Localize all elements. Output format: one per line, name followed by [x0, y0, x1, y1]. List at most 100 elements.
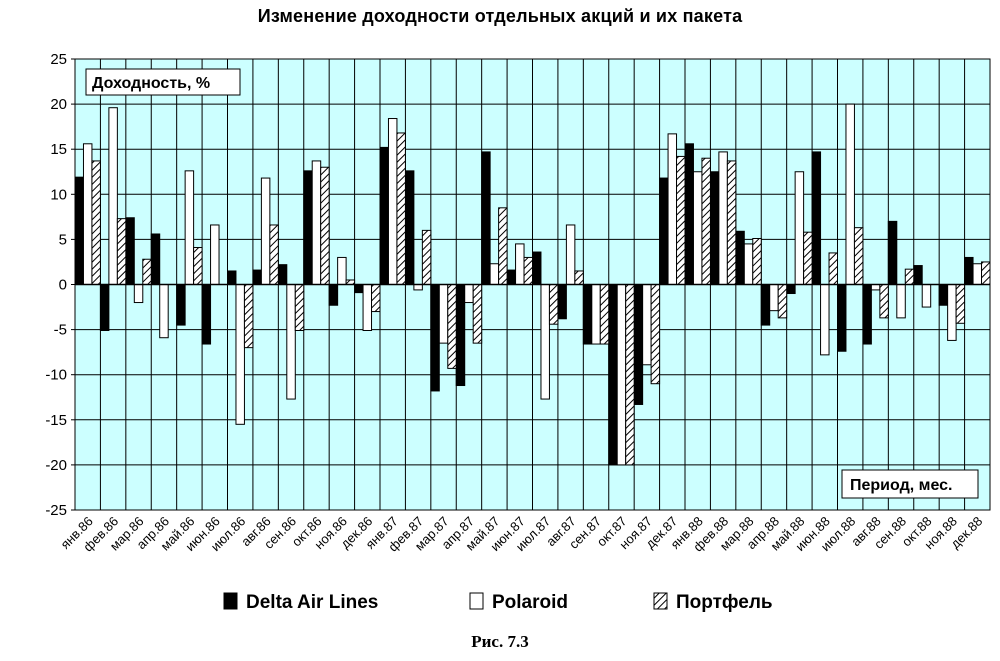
bar-hollow [642, 284, 652, 366]
bar-hatched [447, 284, 457, 369]
bar-hatched [853, 227, 864, 285]
bar-solid [684, 143, 694, 285]
y-axis-label: Доходность, % [92, 75, 210, 92]
bar-hollow [769, 284, 779, 312]
bar-solid [735, 230, 745, 285]
bar-hatched [472, 284, 483, 344]
x-axis-label-box [841, 469, 979, 499]
bar-hollow [108, 107, 118, 285]
bars [74, 103, 991, 466]
legend-label: Polaroid [492, 592, 568, 613]
bar-solid [760, 284, 771, 326]
bar-hollow [438, 284, 449, 344]
bar-solid [404, 170, 415, 286]
bar-solid [862, 284, 872, 345]
y-tick-label: 0 [59, 277, 67, 294]
bar-hatched [879, 284, 889, 319]
bar-hollow [235, 284, 245, 425]
y-tick-label: 20 [50, 96, 67, 113]
bar-hatched [371, 284, 381, 313]
bar-hollow [82, 143, 93, 285]
bar-solid [176, 284, 186, 326]
bar-hollow [464, 284, 474, 304]
bar-hollow [311, 160, 322, 285]
y-tick-label: -10 [45, 367, 67, 384]
bar-hollow [743, 243, 754, 286]
bar-hatched [320, 166, 330, 286]
bar-hatched [498, 207, 508, 285]
bar-solid [455, 284, 466, 387]
bar-solid [633, 284, 644, 405]
bar-hollow [413, 284, 423, 291]
bar-solid [964, 256, 974, 286]
bar-solid [328, 284, 339, 306]
bar-solid [938, 284, 949, 306]
y-tick-label: 15 [50, 141, 67, 158]
bar-hatched [981, 261, 991, 286]
y-tick-label: 10 [50, 186, 67, 203]
bar-hatched [803, 231, 813, 285]
y-tick-label: -20 [45, 457, 67, 474]
bar-hatched [142, 258, 152, 285]
bar-solid [709, 171, 720, 285]
bar-solid [379, 146, 389, 285]
bar-hollow [616, 284, 627, 466]
legend-swatch-hatched [653, 592, 668, 610]
bar-hatched [676, 155, 686, 285]
bar-solid [430, 284, 440, 392]
bar-hollow [260, 177, 271, 285]
bar-hollow [972, 263, 983, 285]
bar-solid [608, 284, 618, 466]
legend-label: Delta Air Lines [246, 592, 378, 613]
bar-hollow [667, 133, 678, 285]
bar-solid [150, 233, 161, 286]
bar-hollow [692, 171, 703, 285]
y-tick-labels: 25 20 15 10 5 0 -5 -10 -15 -20 -25 [45, 51, 67, 519]
bar-solid [277, 264, 288, 286]
bar-solid [837, 284, 847, 352]
figure-caption: Рис. 7.3 [471, 632, 529, 651]
y-tick-label: 5 [59, 231, 67, 248]
legend: Delta Air Lines Polaroid Портфель [223, 592, 773, 613]
bar-solid [125, 217, 135, 285]
bar-hatched [243, 284, 254, 349]
bar-solid [201, 284, 212, 345]
y-tick-label: -5 [54, 322, 67, 339]
bar-hatched [193, 247, 203, 286]
bar-hatched [726, 160, 737, 285]
bar-hatched [599, 284, 610, 345]
bar-hollow [362, 284, 373, 331]
bar-hollow [337, 256, 347, 286]
bar-hollow [820, 284, 830, 356]
bar-hollow [921, 284, 932, 308]
legend-label: Портфель [676, 592, 773, 613]
bar-hollow [286, 284, 296, 400]
bar-hatched [421, 229, 432, 286]
bar-hollow [794, 171, 805, 285]
bar-hatched [955, 284, 966, 324]
bar-solid [74, 176, 84, 285]
x-axis-label: Период, мес. [850, 477, 952, 494]
bar-hatched [91, 160, 101, 285]
bar-solid [506, 269, 517, 286]
bar-solid [811, 151, 822, 285]
bar-hatched [269, 224, 279, 285]
bar-hollow [591, 284, 601, 345]
bar-solid [786, 284, 796, 295]
axis-labels: Доходность, % Период, мес. [85, 68, 979, 499]
y-axis-label-box [85, 68, 241, 96]
bar-hatched [828, 252, 839, 285]
bar-solid [99, 284, 110, 331]
bar-solid [227, 270, 237, 286]
bar-hollow [896, 284, 906, 319]
bar-solid [659, 177, 669, 285]
bar-solid [887, 220, 898, 285]
bar-hollow [159, 284, 169, 339]
bar-solid [532, 251, 542, 285]
bar-solid [557, 284, 567, 320]
bar-solid [354, 284, 364, 294]
bar-solid [913, 265, 923, 285]
bar-solid [582, 284, 593, 345]
bar-solid [303, 170, 313, 286]
bar-hollow [565, 224, 576, 285]
